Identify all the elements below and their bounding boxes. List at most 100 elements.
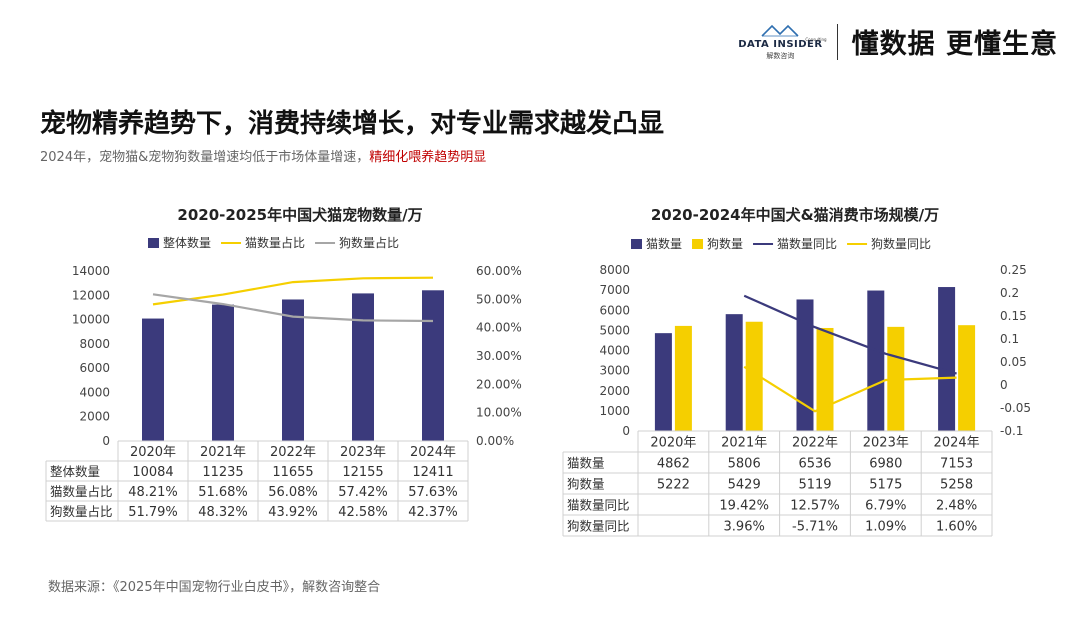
chart2-table-cell: 4862 (657, 457, 690, 472)
chart2-bar-猫数量 (725, 314, 743, 431)
chart1-table-cell: 12411 (412, 465, 453, 480)
chart1-category-label: 2022年 (270, 445, 316, 460)
chart1-pets-count: 整体数量 猫数量占比 狗数量占比02000400060008000100001200… (45, 235, 522, 522)
chart1-bar-整体数量 (282, 299, 304, 441)
chart2-table-row-label: 狗数量同比 (567, 519, 630, 534)
chart1-category-label: 2023年 (340, 445, 386, 460)
chart1-yright-tick: 10.00% (476, 406, 522, 420)
chart1-yleft-tick: 12000 (72, 288, 110, 302)
chart1-bar-整体数量 (142, 318, 164, 441)
chart1-table-cell: 56.08% (268, 485, 318, 500)
brand-logo: Consulting DATA INSIDER 解数咨询 (738, 23, 827, 61)
chart2-yright-tick: 0.2 (1000, 286, 1019, 300)
chart2-table-cell: 5119 (798, 478, 831, 493)
chart2-yright-tick: -0.05 (1000, 401, 1031, 415)
chart2-bar-狗数量 (958, 325, 976, 431)
chart1-yleft-tick: 6000 (79, 361, 110, 375)
chart1-yright-tick: 0.00% (476, 434, 514, 448)
chart2-category-label: 2020年 (650, 436, 696, 451)
chart2-yright-tick: 0.1 (1000, 332, 1019, 346)
page-subtitle: 2024年，宠物猫&宠物狗数量增速均低于市场体量增速，精细化喂养趋势明显 (40, 146, 486, 165)
chart2-yright-tick: 0.15 (1000, 309, 1027, 323)
chart1-table-row-label: 狗数量占比 (50, 504, 113, 519)
chart2-table-cell: 5222 (657, 478, 690, 493)
chart2-line-猫数量同比 (743, 294, 957, 375)
chart1-bar-整体数量 (422, 290, 444, 441)
chart2-yleft-tick: 2000 (599, 384, 630, 398)
chart1-bar-整体数量 (352, 293, 374, 441)
chart2-category-label: 2021年 (721, 436, 767, 451)
chart2-bar-猫数量 (654, 333, 672, 431)
chart2-line-狗数量同比 (743, 365, 957, 413)
chart2-table-cell: 5806 (728, 457, 761, 472)
chart1-table-cell: 42.37% (408, 505, 458, 520)
chart2-table-cell: 5175 (869, 478, 902, 493)
chart2-yleft-tick: 4000 (599, 344, 630, 358)
chart2-yleft-tick: 5000 (599, 323, 630, 337)
chart1-bar-整体数量 (212, 304, 234, 441)
chart2-table-cell: 1.60% (936, 520, 977, 535)
chart1-line-猫数量占比 (152, 276, 434, 306)
logo-icon (761, 24, 799, 37)
chart2-yleft-tick: 6000 (599, 303, 630, 317)
chart2-legend-swatch-1 (692, 239, 704, 249)
chart2-bar-猫数量 (938, 287, 956, 431)
chart1-table-cell: 57.63% (408, 485, 458, 500)
chart2-table-cell: 6980 (869, 457, 902, 472)
chart1-category-label: 2024年 (410, 445, 456, 460)
chart2-yleft-tick: 3000 (599, 364, 630, 378)
chart1-table-cell: 43.92% (268, 505, 318, 520)
chart2-legend-label-1: 狗数量 (707, 236, 743, 251)
chart1-title: 2020-2025年中国犬猫宠物数量/万 (177, 206, 423, 224)
chart2-table-cell: -5.71% (792, 520, 838, 535)
chart1-table-cell: 42.58% (338, 505, 388, 520)
chart2-table-cell: 19.42% (719, 499, 769, 514)
chart1-category-label: 2020年 (130, 445, 176, 460)
chart1-table-cell: 12155 (342, 465, 383, 480)
header-divider (836, 23, 838, 60)
chart1-table-cell: 48.32% (198, 505, 248, 520)
subtitle-highlight: 精细化喂养趋势明显 (369, 150, 487, 165)
chart1-yright-tick: 40.00% (476, 321, 522, 335)
chart2-bar-猫数量 (867, 290, 885, 431)
chart1-line-狗数量占比 (152, 293, 434, 323)
chart1-table-row-label: 整体数量 (50, 464, 100, 479)
chart2-table-cell: 5429 (728, 478, 761, 493)
chart2-table-cell: 5258 (940, 478, 973, 493)
chart1-yleft-tick: 2000 (79, 410, 110, 424)
chart1-legend-label-2: 狗数量占比 (339, 235, 399, 250)
chart1-table-cell: 48.21% (128, 485, 178, 500)
logo-subtext: 解数咨询 (766, 51, 795, 60)
chart1-yleft-tick: 0 (102, 434, 110, 448)
chart2-table-cell: 12.57% (790, 499, 840, 514)
page-title: 宠物精养趋势下，消费持续增长，对专业需求越发凸显 (40, 109, 665, 139)
chart1-table-cell: 57.42% (338, 485, 388, 500)
header: Consulting DATA INSIDER 解数咨询 懂数据 更懂生意 (738, 22, 1058, 61)
chart2-table-cell: 6536 (798, 457, 831, 472)
chart2-yright-tick: 0.05 (1000, 355, 1027, 369)
chart2-bar-狗数量 (674, 325, 692, 431)
chart1-yright-tick: 20.00% (476, 377, 522, 391)
chart1-table-cell: 10084 (132, 465, 173, 480)
chart2-legend-label-2: 猫数量同比 (777, 236, 837, 251)
chart2-title: 2020-2024年中国犬&猫消费市场规模/万 (650, 206, 940, 224)
chart2-market-size: 猫数量 狗数量 猫数量同比 狗数量同比010002000300040005000600… (562, 236, 1031, 537)
chart1-legend-label-1: 猫数量占比 (245, 235, 305, 250)
chart2-bar-狗数量 (816, 327, 834, 431)
chart1-yright-tick: 50.00% (476, 292, 522, 306)
chart2-yleft-tick: 0 (622, 424, 630, 438)
chart1-yright-tick: 30.00% (476, 349, 522, 363)
chart2-legend-label-0: 猫数量 (646, 236, 682, 251)
chart2-category-label: 2023年 (863, 436, 909, 451)
chart1-yleft-tick: 14000 (72, 264, 110, 278)
chart1-yleft-tick: 4000 (79, 385, 110, 399)
chart2-legend-label-3: 狗数量同比 (871, 236, 931, 251)
chart1-table-cell: 51.68% (198, 485, 248, 500)
subtitle-text: 2024年，宠物猫&宠物狗数量增速均低于市场体量增速， (40, 150, 370, 165)
chart1-yleft-tick: 10000 (72, 313, 110, 327)
data-source: 数据来源：《2025年中国宠物行业白皮书》，解数咨询整合 (48, 580, 381, 595)
chart1-table-cell: 11655 (272, 465, 313, 480)
chart2-table-cell: 6.79% (865, 499, 906, 514)
chart2-yright-tick: 0.25 (1000, 263, 1027, 277)
chart2-table-row-label: 狗数量 (567, 477, 605, 492)
